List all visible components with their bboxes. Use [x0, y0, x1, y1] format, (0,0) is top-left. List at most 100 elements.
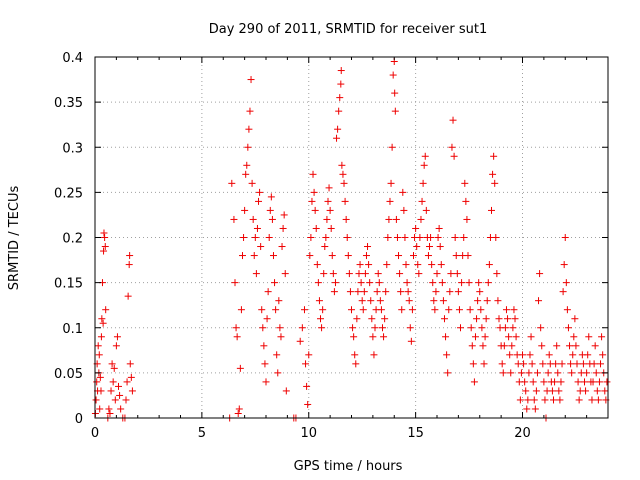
data-point [416, 234, 424, 241]
data-point [117, 405, 125, 413]
y-tick-label: 0.25 [54, 186, 83, 201]
data-point [338, 161, 346, 169]
data-point [418, 197, 426, 205]
data-point [271, 279, 279, 287]
data-point [436, 243, 444, 251]
data-point [535, 297, 543, 305]
data-point [234, 409, 242, 417]
data-point [304, 400, 312, 408]
data-point [460, 234, 468, 241]
data-point [395, 252, 403, 260]
data-point [530, 396, 538, 404]
x-tick-label: 15 [407, 426, 424, 441]
data-point [244, 143, 252, 151]
data-point [247, 76, 255, 84]
data-point [115, 382, 123, 390]
data-point [230, 215, 238, 223]
data-point [480, 360, 488, 368]
data-point [275, 297, 283, 305]
data-point [386, 197, 394, 205]
data-point [101, 243, 109, 251]
data-point [401, 234, 409, 241]
data-point [464, 252, 472, 260]
data-point [488, 206, 496, 214]
data-point [560, 261, 568, 269]
data-point [568, 369, 576, 377]
data-point [413, 243, 421, 251]
data-point [551, 378, 559, 386]
data-point [97, 387, 105, 395]
data-point [484, 279, 492, 287]
data-point [407, 337, 415, 345]
data-point [563, 306, 571, 314]
data-point [345, 270, 353, 278]
data-point [274, 369, 282, 377]
data-point [319, 306, 327, 314]
data-point [272, 306, 280, 314]
data-point [422, 206, 430, 214]
data-point [544, 369, 552, 377]
data-point [262, 378, 270, 386]
data-point [281, 270, 289, 278]
data-point [481, 333, 489, 341]
data-point [483, 297, 491, 305]
data-point [434, 234, 442, 241]
data-point [505, 333, 513, 341]
data-point [417, 215, 425, 223]
data-point [409, 252, 417, 260]
data-point [366, 279, 374, 287]
data-point [374, 270, 382, 278]
data-point [105, 405, 113, 413]
data-point [349, 324, 357, 332]
data-point [257, 243, 265, 251]
data-point [601, 387, 609, 395]
data-point [541, 396, 549, 404]
data-point [528, 360, 536, 368]
data-point [231, 279, 239, 287]
data-point [355, 270, 363, 278]
data-point [556, 396, 564, 404]
data-point [438, 279, 446, 287]
data-point [443, 351, 451, 359]
data-point [351, 351, 359, 359]
data-point [258, 306, 266, 314]
data-point [102, 306, 110, 314]
data-point [539, 360, 547, 368]
data-point [477, 306, 485, 314]
data-point [433, 270, 441, 278]
data-point [300, 306, 308, 314]
data-point [467, 324, 475, 332]
data-point [97, 333, 105, 341]
data-point [367, 297, 375, 305]
data-point [525, 369, 533, 377]
data-point [545, 351, 553, 359]
data-point [365, 261, 373, 269]
data-point [426, 243, 434, 251]
data-point [116, 391, 124, 399]
data-point [594, 396, 602, 404]
data-point [446, 288, 454, 296]
data-point [491, 179, 499, 187]
data-point [399, 188, 407, 196]
data-point [243, 161, 251, 169]
data-point [317, 315, 325, 323]
data-point [398, 306, 406, 314]
data-point [516, 396, 524, 404]
data-point [562, 279, 570, 287]
y-tick-label: 0 [75, 412, 83, 427]
data-point [235, 405, 243, 413]
data-point [501, 324, 509, 332]
data-point [527, 333, 535, 341]
data-point [236, 364, 244, 372]
data-point [559, 288, 567, 296]
data-point [573, 360, 581, 368]
data-point [408, 306, 416, 314]
x-tick-label: 5 [198, 426, 206, 441]
data-point [256, 188, 264, 196]
data-point [462, 197, 470, 205]
data-point [322, 234, 330, 241]
data-point [391, 89, 399, 97]
data-point [348, 306, 355, 314]
data-point [404, 288, 412, 296]
